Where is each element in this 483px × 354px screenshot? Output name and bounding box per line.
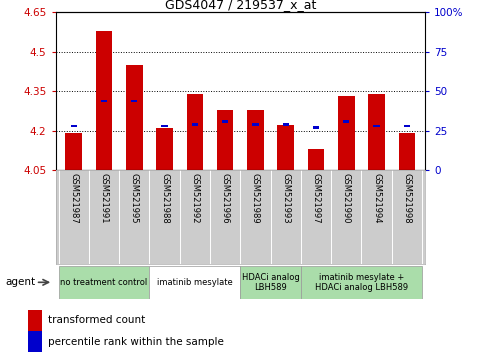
Text: transformed count: transformed count [48, 315, 145, 325]
Bar [156, 128, 173, 170]
Bar [28, 331, 42, 353]
Title: GDS4047 / 219537_x_at: GDS4047 / 219537_x_at [165, 0, 316, 11]
Text: GSM521993: GSM521993 [281, 173, 290, 223]
Bar [192, 123, 198, 126]
Bar [277, 125, 294, 170]
Text: GSM521989: GSM521989 [251, 173, 260, 223]
Bar [217, 109, 233, 170]
Bar [241, 266, 301, 299]
Bar [222, 120, 228, 122]
Bar [343, 120, 350, 122]
Bar [308, 149, 325, 170]
Bar [161, 125, 168, 127]
Bar [368, 94, 385, 170]
Text: GSM521991: GSM521991 [99, 173, 109, 223]
Bar [58, 266, 149, 299]
Text: GSM521996: GSM521996 [221, 173, 229, 223]
Bar [301, 266, 422, 299]
Text: GSM521987: GSM521987 [69, 173, 78, 223]
Text: agent: agent [6, 277, 36, 287]
Text: GSM521997: GSM521997 [312, 173, 321, 223]
Bar [96, 31, 113, 170]
Bar [28, 309, 42, 331]
Bar [398, 133, 415, 170]
Text: HDACi analog
LBH589: HDACi analog LBH589 [242, 273, 299, 292]
Text: GSM521994: GSM521994 [372, 173, 381, 223]
Bar [373, 125, 380, 127]
Text: imatinib mesylate +
HDACi analog LBH589: imatinib mesylate + HDACi analog LBH589 [315, 273, 408, 292]
Text: percentile rank within the sample: percentile rank within the sample [48, 337, 224, 347]
Bar [126, 65, 142, 170]
Bar [338, 96, 355, 170]
Text: GSM521990: GSM521990 [342, 173, 351, 223]
Bar [65, 133, 82, 170]
Bar [247, 109, 264, 170]
Bar [283, 123, 289, 126]
Text: GSM521992: GSM521992 [190, 173, 199, 223]
Bar [252, 123, 258, 126]
Bar [404, 125, 410, 127]
Bar [149, 266, 241, 299]
Text: no treatment control: no treatment control [60, 278, 148, 287]
Bar [71, 125, 77, 127]
Text: GSM521995: GSM521995 [130, 173, 139, 223]
Bar [101, 99, 107, 102]
Bar [313, 126, 319, 129]
Text: GSM521998: GSM521998 [402, 173, 412, 223]
Bar [131, 99, 138, 102]
Bar [186, 94, 203, 170]
Text: GSM521988: GSM521988 [160, 173, 169, 223]
Text: imatinib mesylate: imatinib mesylate [157, 278, 233, 287]
